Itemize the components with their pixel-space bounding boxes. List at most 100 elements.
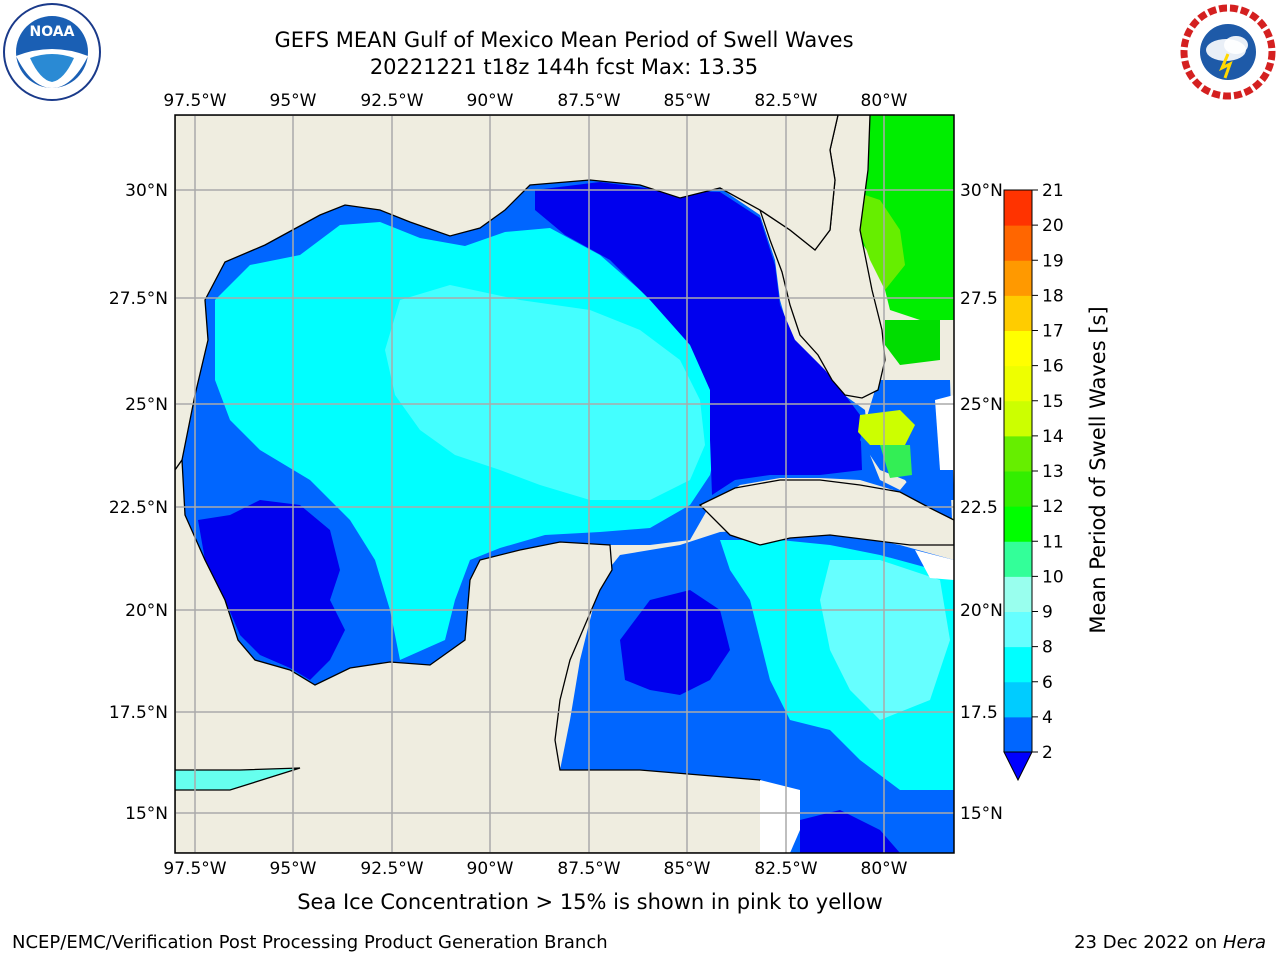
colorbar-segment (1004, 400, 1032, 437)
colorbar-segment (1004, 225, 1032, 261)
colorbar-segment (1004, 506, 1032, 542)
lon-label: 97.5°W (163, 859, 226, 879)
lat-label: 17.5 (960, 703, 998, 723)
lon-label: 85°W (664, 91, 711, 111)
lat-labels-left: 30°N 27.5°N 25°N 22.5°N 20°N 17.5°N 15°N (109, 181, 168, 824)
colorbar-tick-label: 12 (1042, 497, 1064, 517)
lat-label: 15°N (960, 804, 1003, 824)
colorbar-tick-label: 18 (1042, 286, 1064, 306)
lat-label: 30°N (125, 181, 168, 201)
chart-subtitle: 20221221 t18z 144h fcst Max: 13.35 (369, 55, 759, 79)
colorbar-tick-label: 11 (1042, 532, 1064, 552)
colorbar-segment (1004, 190, 1032, 226)
lon-label: 82.5°W (754, 91, 817, 111)
colorbar-segment (1004, 260, 1032, 296)
lat-label: 30°N (960, 181, 1003, 201)
footer-credit: NCEP/EMC/Verification Post Processing Pr… (12, 932, 608, 953)
cuba-land (698, 479, 954, 546)
atlantic-green-bahamas (885, 320, 940, 365)
lon-label: 80°W (861, 859, 908, 879)
gulf-pale-core (385, 285, 705, 500)
lon-label: 87.5°W (557, 91, 620, 111)
colorbar-tick-label: 21 (1042, 181, 1064, 201)
colorbar-segment (1004, 541, 1032, 577)
lon-label: 95°W (270, 859, 317, 879)
colorbar-segment (1004, 365, 1032, 402)
lat-label: 25°N (960, 395, 1003, 415)
footer-host: Hera (1222, 932, 1266, 953)
lat-label: 27.5 (960, 289, 998, 309)
colorbar-tick-label: 16 (1042, 357, 1064, 377)
lat-label: 20°N (125, 601, 168, 621)
footer-date-text: 23 Dec 2022 on (1074, 932, 1223, 953)
lon-label: 95°W (270, 91, 317, 111)
lon-label: 85°W (664, 859, 711, 879)
lat-label: 25°N (125, 395, 168, 415)
graticule (175, 115, 954, 853)
lon-label: 97.5°W (163, 91, 226, 111)
lon-label: 87.5°W (557, 859, 620, 879)
colorbar: 2 4 6 8 9 10 11 12 13 14 15 16 17 18 19 20 21 (1003, 181, 1064, 782)
colorbar-tick-label: 15 (1042, 392, 1064, 412)
map-frame (174, 114, 955, 854)
lat-label: 17.5°N (109, 703, 168, 723)
noaa-logo: NOAA (3, 3, 101, 101)
lat-labels-right: 30°N 27.5 25°N 22.5 20°N 17.5 15°N (960, 181, 1003, 824)
atlantic-green-bahamas-south (880, 445, 912, 478)
no-data-patch (935, 395, 954, 470)
footer-date: 23 Dec 2022 on Hera (1074, 932, 1266, 953)
us-gulf-coast-land (175, 115, 839, 472)
caribbean-pale (820, 560, 950, 720)
lon-label: 90°W (467, 91, 514, 111)
colorbar-segment (1004, 295, 1032, 331)
colorbar-segment (1004, 576, 1032, 612)
colorbar-tick-label: 4 (1042, 708, 1053, 728)
colorbar-segment (1004, 330, 1032, 367)
caribbean-deep-blue (620, 590, 730, 695)
colorbar-extend-triangle (1003, 751, 1033, 782)
colorbar-segment (1004, 646, 1032, 683)
lon-label: 92.5°W (360, 91, 423, 111)
colorbar-segment (1004, 611, 1032, 648)
lon-label: 80°W (861, 91, 908, 111)
lon-label: 82.5°W (754, 859, 817, 879)
atlantic-lime (850, 190, 905, 290)
colorbar-tick-label: 14 (1042, 427, 1064, 447)
lon-labels-top: 97.5°W 95°W 92.5°W 90°W 87.5°W 85°W 82.5… (163, 91, 907, 111)
sea-ice-note: Sea Ice Concentration > 15% is shown in … (297, 890, 883, 914)
caribbean-deep-blue-south (800, 810, 900, 853)
colorbar-tick-label: 10 (1042, 567, 1064, 587)
colorbar-segment (1004, 471, 1032, 507)
colorbar-label: Mean Period of Swell Waves [s] (1086, 306, 1110, 633)
colorbar-tick-label: 19 (1042, 251, 1064, 271)
colorbar-segment (1004, 435, 1032, 472)
atlantic-lime-bahamas (858, 410, 915, 445)
lon-label: 90°W (467, 859, 514, 879)
colorbar-segment (1004, 716, 1032, 753)
no-data-patch (760, 780, 800, 853)
chart-title: GEFS MEAN Gulf of Mexico Mean Period of … (274, 28, 854, 52)
colorbar-tick-label: 2 (1042, 743, 1053, 763)
noaa-logo-text: NOAA (30, 24, 75, 40)
map-plot-area (175, 115, 954, 853)
lat-label: 22.5°N (109, 498, 168, 518)
colorbar-tick-label: 20 (1042, 216, 1064, 236)
colorbar-tick-label: 17 (1042, 322, 1064, 342)
mexico-land (175, 458, 791, 853)
no-data-patch (915, 550, 954, 580)
lon-labels-bottom: 97.5°W 95°W 92.5°W 90°W 87.5°W 85°W 82.5… (163, 859, 907, 879)
colorbar-tick-label: 6 (1042, 673, 1053, 693)
nws-logo (1180, 4, 1276, 100)
gulf-deep-blue-east (535, 182, 862, 495)
colorbar-tick-label: 13 (1042, 462, 1064, 482)
colorbar-tick-label: 8 (1042, 638, 1053, 658)
colorbar-segment (1004, 681, 1032, 718)
lat-label: 22.5 (960, 498, 998, 518)
colorbar-tick-label: 9 (1042, 603, 1053, 623)
lon-label: 92.5°W (360, 859, 423, 879)
lat-label: 27.5°N (109, 289, 168, 309)
lat-label: 15°N (125, 804, 168, 824)
gulf-deep-blue-southwest (198, 500, 345, 680)
lat-label: 20°N (960, 601, 1003, 621)
